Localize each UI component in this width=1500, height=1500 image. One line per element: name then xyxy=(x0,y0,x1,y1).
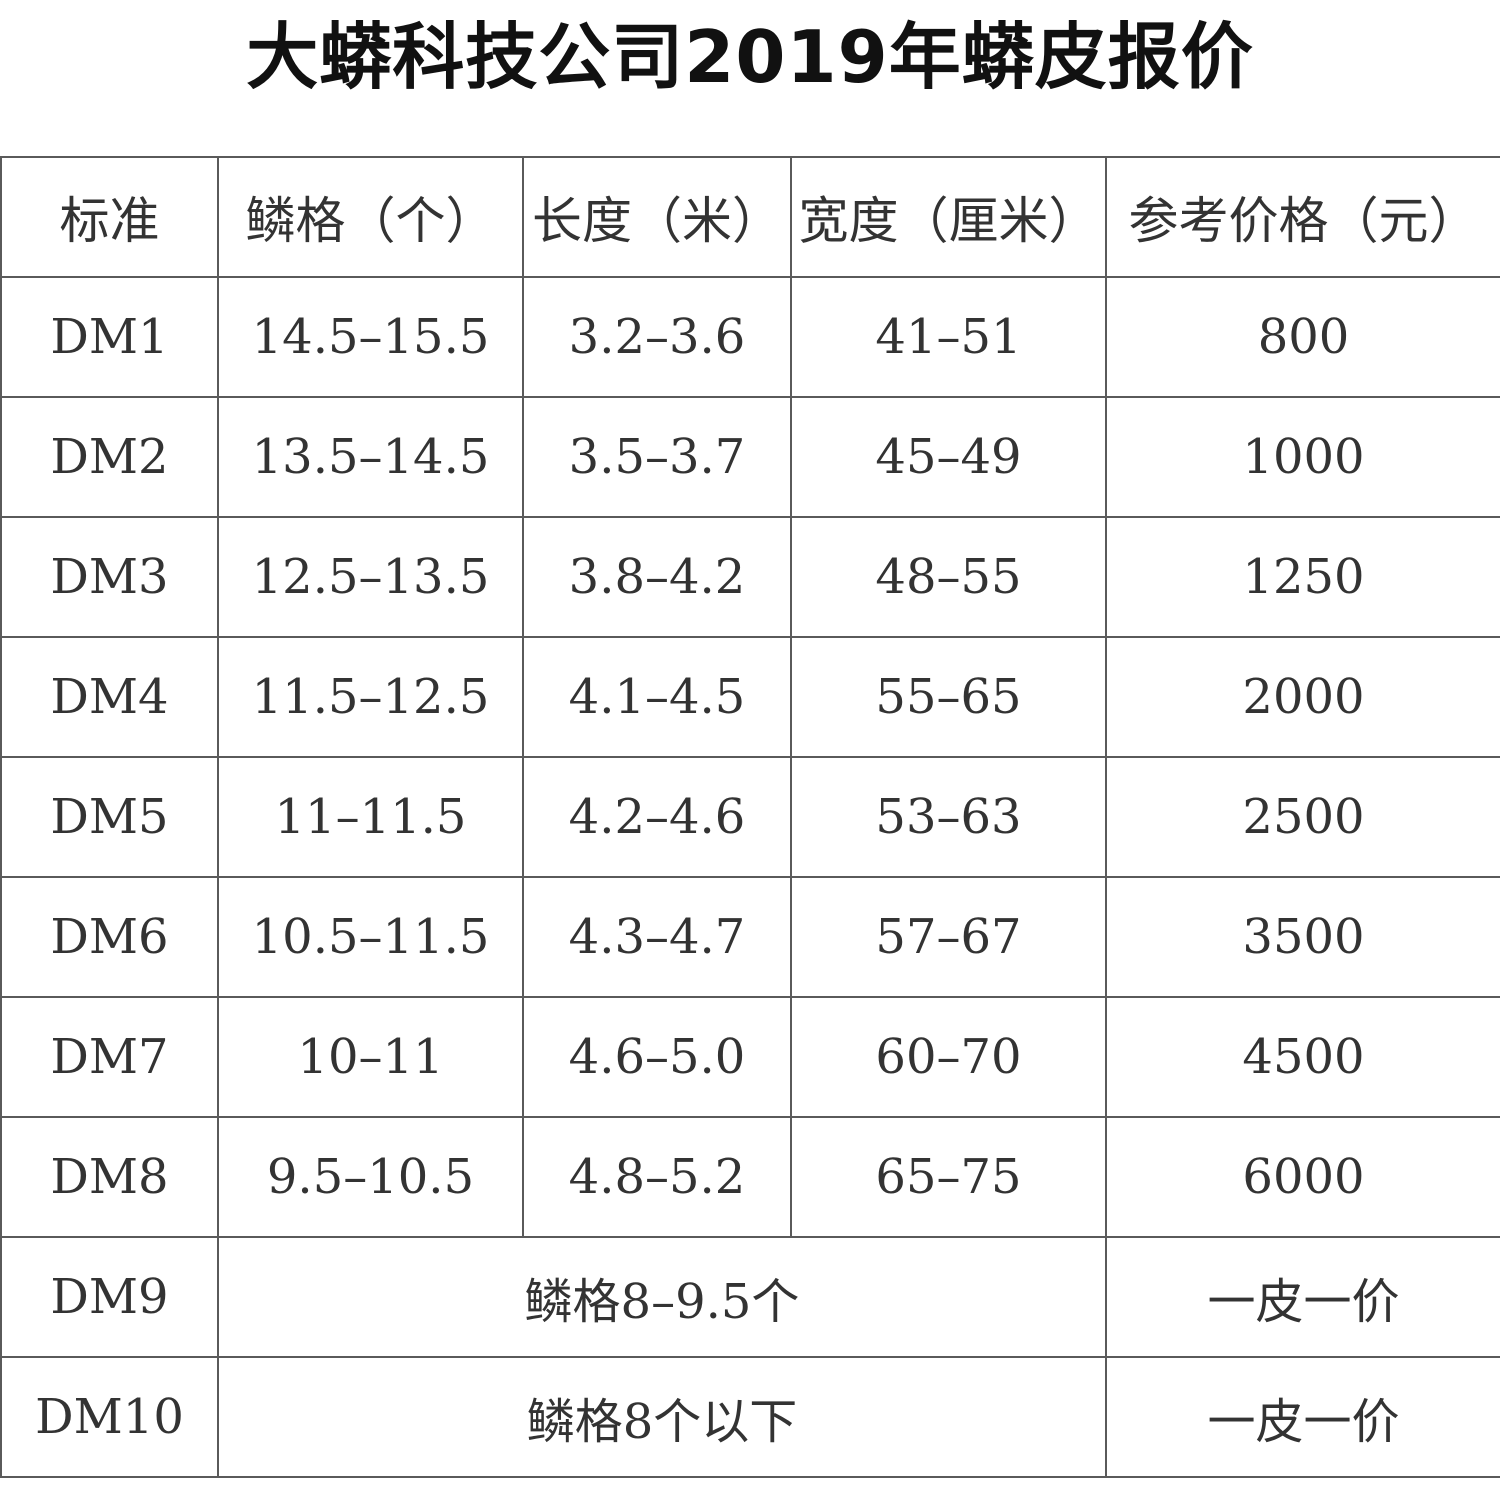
cell-length: 4.6–5.0 xyxy=(522,996,792,1118)
table-row: DM2 13.5–14.5 3.5–3.7 45–49 1000 xyxy=(0,396,1500,518)
cell-price: 4500 xyxy=(1105,996,1500,1118)
cell-width: 57–67 xyxy=(790,876,1107,998)
cell-price: 2500 xyxy=(1105,756,1500,878)
table-row: DM6 10.5–11.5 4.3–4.7 57–67 3500 xyxy=(0,876,1500,998)
table-header-row: 标准 鳞格（个） 长度（米） 宽度（厘米） 参考价格（元） xyxy=(0,156,1500,278)
cell-width: 48–55 xyxy=(790,516,1107,638)
cell-price: 2000 xyxy=(1105,636,1500,758)
cell-standard: DM7 xyxy=(0,996,219,1118)
cell-scale-count: 11.5–12.5 xyxy=(217,636,524,758)
cell-scale-count: 14.5–15.5 xyxy=(217,276,524,398)
cell-scale-count: 10–11 xyxy=(217,996,524,1118)
cell-width: 41–51 xyxy=(790,276,1107,398)
cell-price: 800 xyxy=(1105,276,1500,398)
cell-description: 鳞格8个以下 xyxy=(217,1356,1107,1478)
table-row: DM1 14.5–15.5 3.2–3.6 41–51 800 xyxy=(0,276,1500,398)
table-row: DM7 10–11 4.6–5.0 60–70 4500 xyxy=(0,996,1500,1118)
cell-length: 4.8–5.2 xyxy=(522,1116,792,1238)
cell-price: 一皮一价 xyxy=(1105,1236,1500,1358)
header-price: 参考价格（元） xyxy=(1105,156,1500,278)
cell-length: 4.1–4.5 xyxy=(522,636,792,758)
table-row: DM5 11–11.5 4.2–4.6 53–63 2500 xyxy=(0,756,1500,878)
cell-standard: DM8 xyxy=(0,1116,219,1238)
cell-length: 4.2–4.6 xyxy=(522,756,792,878)
cell-length: 4.3–4.7 xyxy=(522,876,792,998)
table-row: DM4 11.5–12.5 4.1–4.5 55–65 2000 xyxy=(0,636,1500,758)
cell-length: 3.5–3.7 xyxy=(522,396,792,518)
cell-standard: DM2 xyxy=(0,396,219,518)
cell-price: 3500 xyxy=(1105,876,1500,998)
cell-standard: DM1 xyxy=(0,276,219,398)
cell-price: 1000 xyxy=(1105,396,1500,518)
cell-standard: DM3 xyxy=(0,516,219,638)
header-width: 宽度（厘米） xyxy=(790,156,1107,278)
cell-width: 45–49 xyxy=(790,396,1107,518)
table-row: DM10 鳞格8个以下 一皮一价 xyxy=(0,1356,1500,1478)
cell-price: 1250 xyxy=(1105,516,1500,638)
cell-width: 55–65 xyxy=(790,636,1107,758)
cell-standard: DM4 xyxy=(0,636,219,758)
cell-scale-count: 10.5–11.5 xyxy=(217,876,524,998)
cell-standard: DM5 xyxy=(0,756,219,878)
cell-scale-count: 11–11.5 xyxy=(217,756,524,878)
table-row: DM8 9.5–10.5 4.8–5.2 65–75 6000 xyxy=(0,1116,1500,1238)
header-length: 长度（米） xyxy=(522,156,792,278)
cell-standard: DM6 xyxy=(0,876,219,998)
cell-scale-count: 12.5–13.5 xyxy=(217,516,524,638)
price-table: 标准 鳞格（个） 长度（米） 宽度（厘米） 参考价格（元） DM1 14.5–15.5 3.2… xyxy=(0,156,1500,1478)
cell-width: 53–63 xyxy=(790,756,1107,878)
cell-scale-count: 13.5–14.5 xyxy=(217,396,524,518)
cell-price: 6000 xyxy=(1105,1116,1500,1238)
cell-standard: DM9 xyxy=(0,1236,219,1358)
cell-scale-count: 9.5–10.5 xyxy=(217,1116,524,1238)
table-row: DM9 鳞格8–9.5个 一皮一价 xyxy=(0,1236,1500,1358)
cell-price: 一皮一价 xyxy=(1105,1356,1500,1478)
cell-width: 65–75 xyxy=(790,1116,1107,1238)
cell-standard: DM10 xyxy=(0,1356,219,1478)
cell-description: 鳞格8–9.5个 xyxy=(217,1236,1107,1358)
cell-length: 3.8–4.2 xyxy=(522,516,792,638)
header-scale-count: 鳞格（个） xyxy=(217,156,524,278)
cell-length: 3.2–3.6 xyxy=(522,276,792,398)
table-row: DM3 12.5–13.5 3.8–4.2 48–55 1250 xyxy=(0,516,1500,638)
page-title: 大蟒科技公司2019年蟒皮报价 xyxy=(246,15,1254,99)
cell-width: 60–70 xyxy=(790,996,1107,1118)
header-standard: 标准 xyxy=(0,156,219,278)
